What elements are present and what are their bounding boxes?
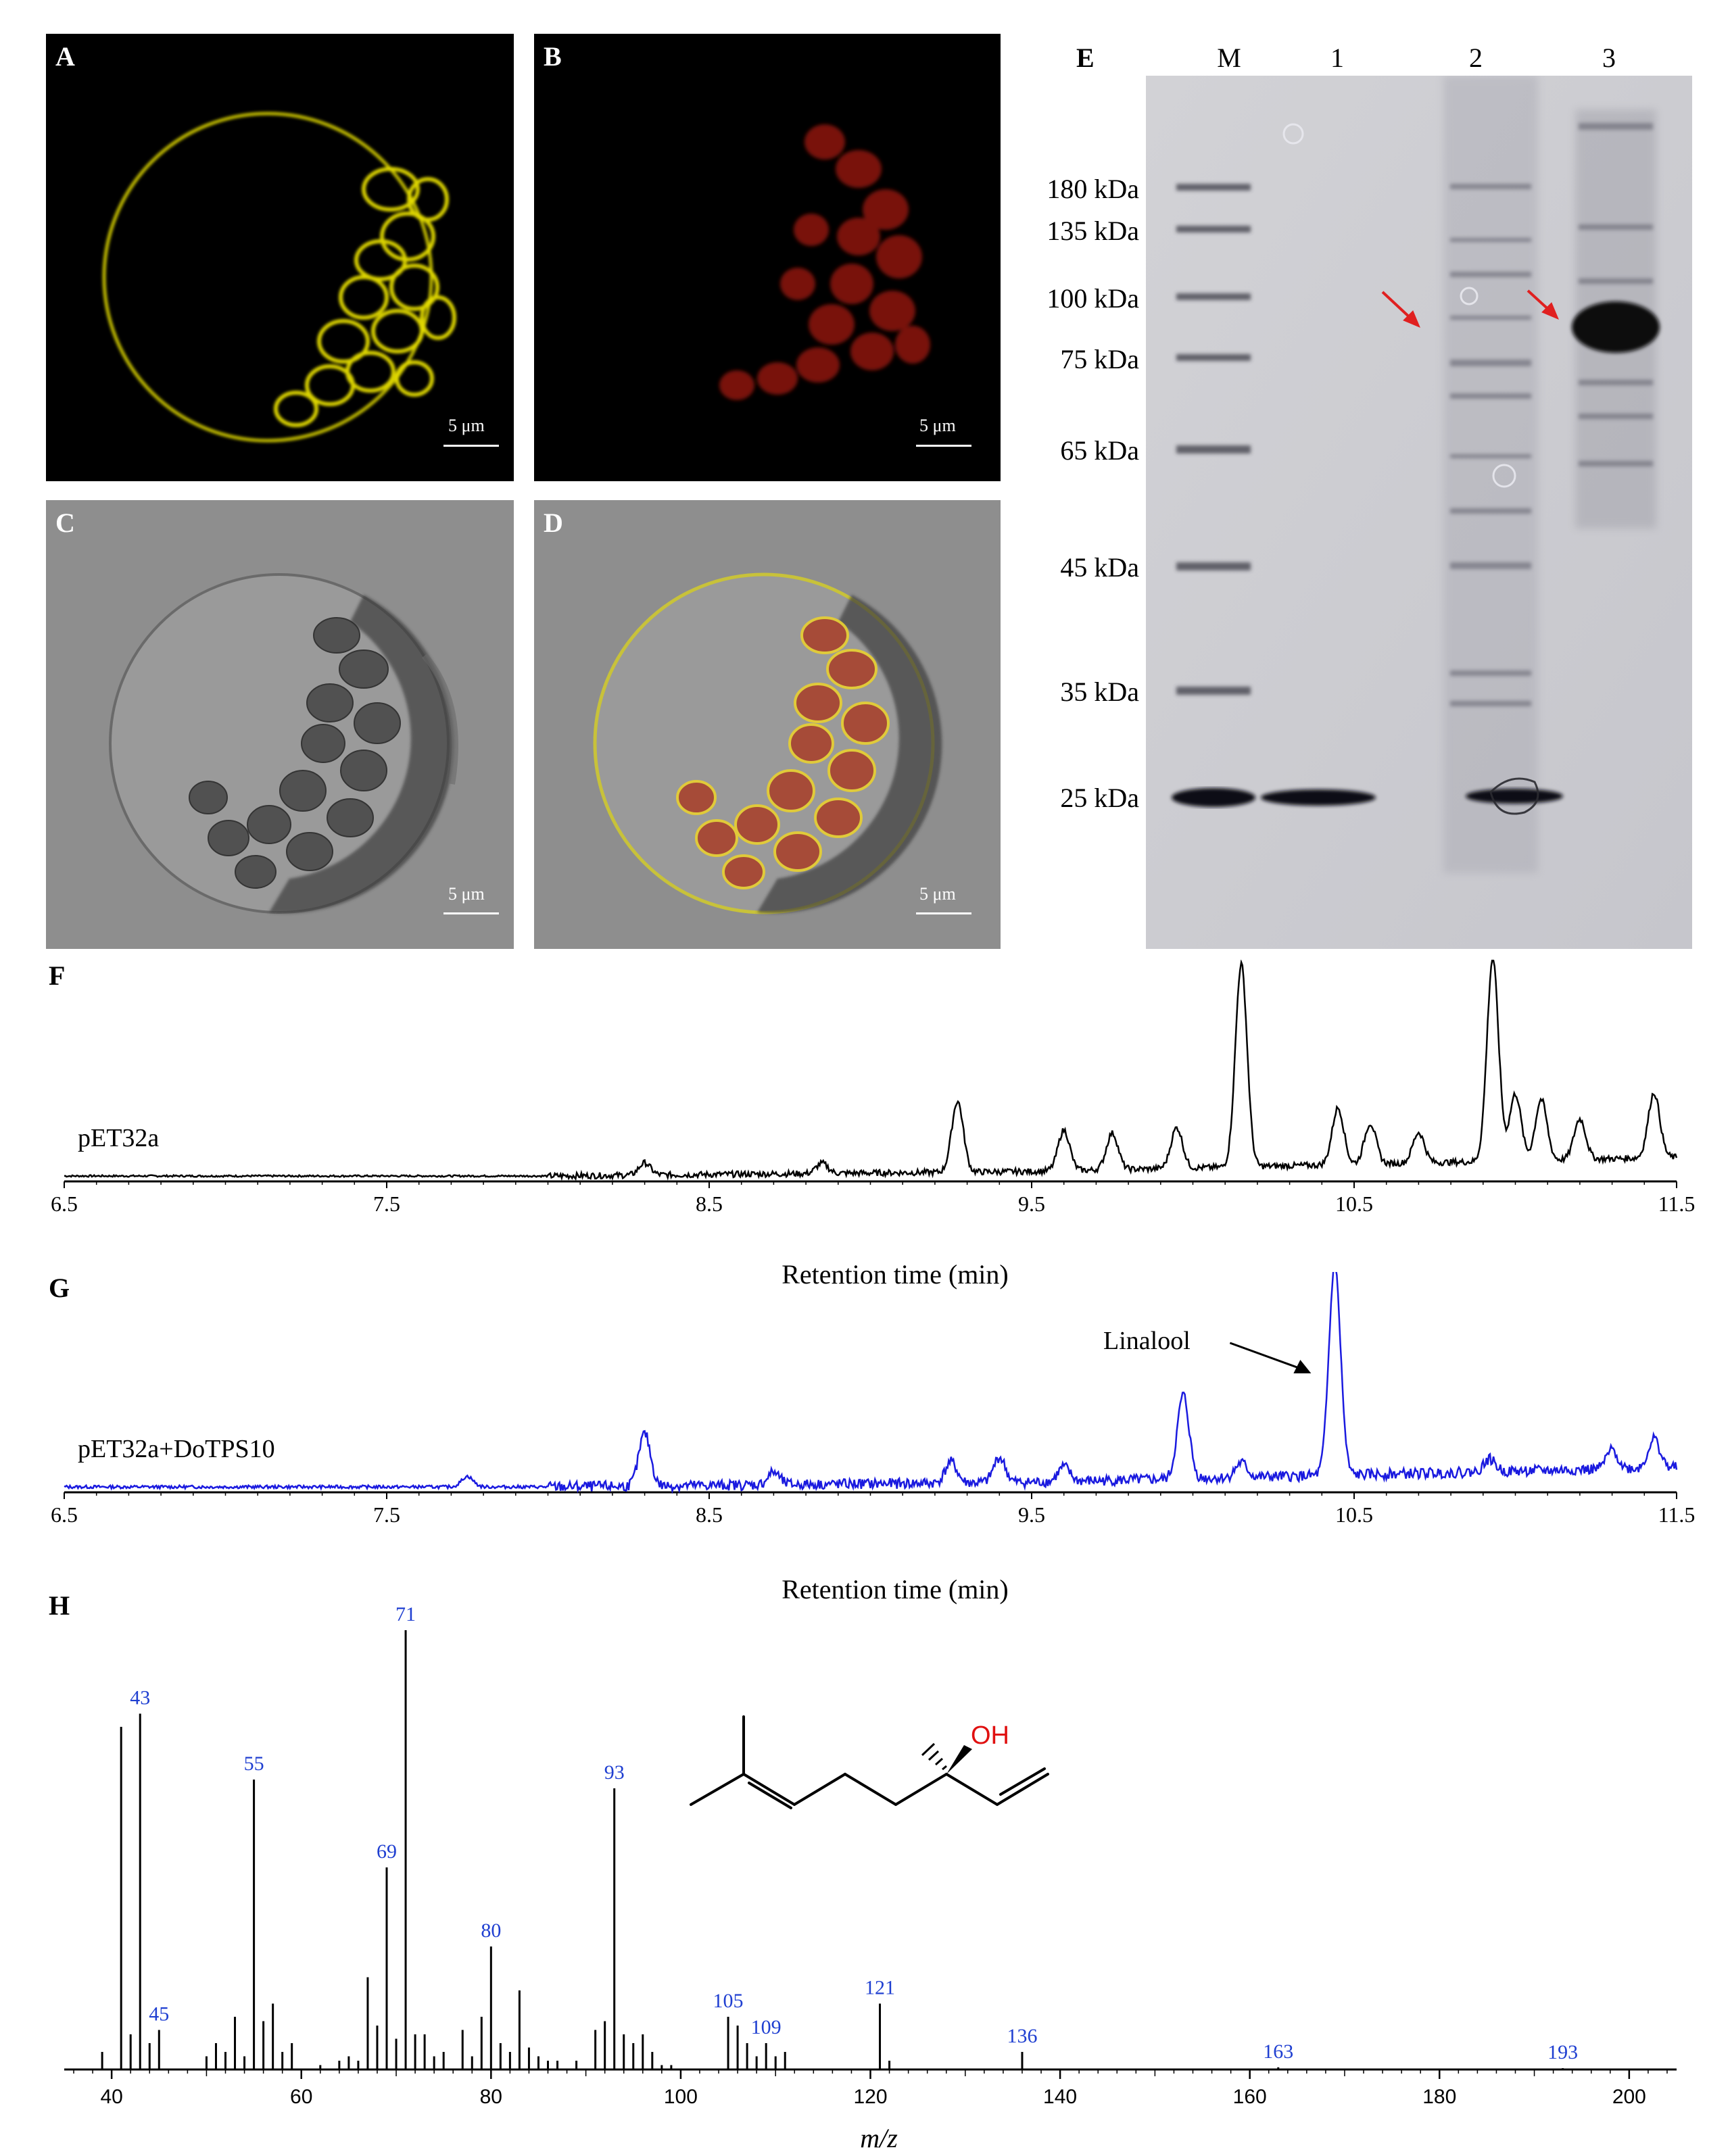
linalool-arrowhead [1293,1360,1312,1373]
trace-g-label: pET32a+DoTPS10 [78,1435,275,1463]
ms-peak-label: 163 [1263,2040,1293,2063]
panel-a-scalebar [443,445,499,447]
linalool-structure: OH [690,1715,1049,1809]
merged-image [593,572,942,914]
x-tick-label: 40 [100,2086,122,2108]
panel-c-scale-label: 5 μm [448,884,485,904]
x-tick-label: 180 [1422,2086,1456,2108]
ms-peak-label: 136 [1007,2025,1037,2047]
ms-peak-label: 45 [149,2003,169,2026]
mass-spectrum-h: 40 60 80 100 120 140 160 180 200 43 45 55 69 71 80 93 10… [64,1603,1677,2108]
chromatogram-g: 6.5 7.5 8.5 9.5 10.5 11.5 [51,1272,1696,1527]
panel-d-scalebar [916,912,971,914]
panel-d-image: D 5 μm [534,500,1001,949]
panel-d-scale-label: 5 μm [919,884,956,904]
x-tick-label: 200 [1612,2086,1646,2108]
marker-label-180: 180 kDa [1047,174,1139,204]
gel-red-arrow-lane2 [1381,291,1420,328]
panel-c-scalebar [443,912,499,914]
red-fluorescence-image [719,124,930,400]
panel-b-letter: B [544,41,562,72]
ms-peak-label: 105 [713,1990,744,2012]
chromatogram-trace [64,1272,1678,1494]
panel-b-scale-label: 5 μm [919,416,956,435]
gel-red-arrow-lane3 [1527,289,1559,320]
yellow-fluorescence-image [102,112,456,443]
marker-label-65: 65 kDa [1060,435,1139,466]
x-tick-label: 10.5 [1335,1502,1373,1527]
x-tick-label: 7.5 [373,1502,400,1527]
hashed-bond [921,1742,947,1771]
chromatogram-f: 6.5 7.5 8.5 9.5 10.5 11.5 [51,960,1696,1216]
ms-peak-label: 43 [130,1687,150,1709]
x-tick-label: 11.5 [1658,1502,1696,1527]
lane-label-1: 1 [1330,43,1344,73]
linalool-annotation: Linalool [1103,1327,1191,1355]
panel-e-letter: E [1076,43,1095,73]
panel-b-image: B 5 μm [534,34,1001,481]
ms-peak-label: 69 [377,1840,397,1863]
x-tick-label: 6.5 [51,1192,78,1216]
ms-peak-label: 109 [751,2016,782,2038]
panel-h-letter: H [49,1590,70,1621]
ms-peak-label: 80 [481,1919,501,1942]
x-tick-label: 11.5 [1658,1192,1696,1216]
x-tick-label: 9.5 [1018,1192,1045,1216]
ms-peak-label: 193 [1547,2041,1578,2063]
panel-d-letter: D [544,508,563,538]
x-tick-label: 10.5 [1335,1192,1373,1216]
brightfield-image [109,573,458,914]
x-tick-label: 160 [1233,2086,1267,2108]
chart-h-xlabel: m/z [860,2123,898,2153]
panel-a-scale-label: 5 μm [448,416,485,435]
marker-label-45: 45 kDa [1060,552,1139,583]
chart-f-xlabel: Retention time (min) [782,1259,1009,1290]
x-tick-label: 9.5 [1018,1502,1045,1527]
x-tick-label: 80 [480,2086,502,2108]
panel-g-letter: G [49,1273,70,1303]
ms-peak-label: 71 [395,1603,416,1625]
ms-peak-label: 121 [865,1977,895,1999]
ms-peak-label: 93 [604,1761,625,1784]
panel-f-letter: F [49,960,66,991]
oh-label: OH [971,1721,1009,1750]
chart-g-xlabel: Retention time (min) [782,1574,1009,1604]
gel-image [1146,76,1692,949]
panel-a-image: A 5 μm [46,34,514,481]
marker-label-35: 35 kDa [1060,677,1139,707]
lane-label-m: M [1217,43,1241,73]
x-tick-label: 8.5 [696,1502,723,1527]
x-tick-label: 6.5 [51,1502,78,1527]
marker-label-135: 135 kDa [1047,216,1139,246]
lane-label-2: 2 [1469,43,1483,73]
chromatogram-trace [64,960,1678,1181]
wedge-bond [946,1745,972,1774]
linalool-arrow [1229,1342,1305,1371]
x-tick-label: 60 [290,2086,312,2108]
x-tick-label: 120 [853,2086,887,2108]
panel-c-letter: C [55,508,75,538]
panel-b-scalebar [916,445,971,447]
x-tick-label: 100 [664,2086,698,2108]
marker-label-100: 100 kDa [1047,283,1139,314]
panel-c-image: C 5 μm [46,500,514,949]
x-tick-label: 7.5 [373,1192,400,1216]
x-tick-label: 140 [1043,2086,1077,2108]
marker-label-25: 25 kDa [1060,783,1139,813]
panel-a-letter: A [55,41,75,72]
lane-label-3: 3 [1602,43,1616,73]
gel-svg [1146,76,1692,949]
marker-label-75: 75 kDa [1060,344,1139,374]
ms-peak-label: 55 [244,1753,264,1775]
x-tick-label: 8.5 [696,1192,723,1216]
trace-f-label: pET32a [78,1124,160,1152]
